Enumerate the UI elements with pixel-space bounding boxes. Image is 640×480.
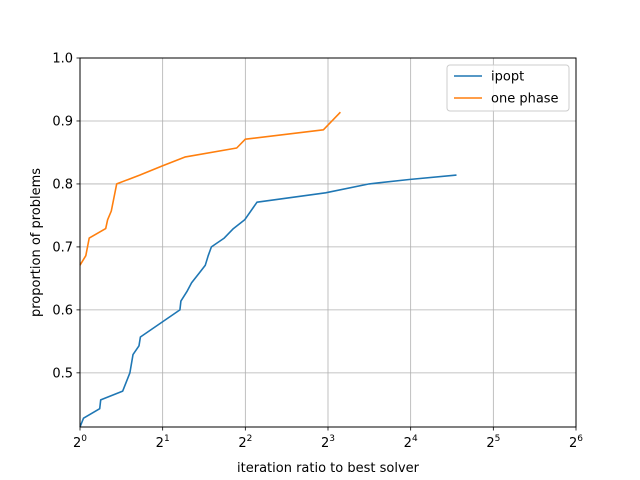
series-line-one-phase — [79, 111, 341, 266]
y-tick-label: 0.5 — [52, 366, 73, 381]
y-tick-label: 0.9 — [52, 114, 73, 129]
x-tick-exponent: 2 — [247, 434, 253, 444]
legend: ipopt one phase — [446, 64, 570, 112]
y-tick-label: 0.7 — [52, 240, 73, 255]
y-tick-label: 1.0 — [52, 52, 73, 67]
legend-label: ipopt — [491, 70, 524, 85]
grid — [79, 57, 577, 427]
y-axis-label: proportion of problems — [29, 168, 44, 317]
x-tick-exponent: 0 — [81, 434, 87, 444]
x-tick-exponent: 5 — [495, 434, 501, 444]
series-layer — [79, 111, 457, 428]
x-tick-exponent: 4 — [412, 434, 418, 444]
y-axis-ticks: 0.5 0.6 0.7 0.8 0.9 1.0 — [52, 52, 80, 381]
y-tick-label: 0.8 — [52, 177, 73, 192]
x-tick-exponent: 6 — [577, 434, 583, 444]
x-tick-exponent: 3 — [329, 434, 335, 444]
x-axis-label: iteration ratio to best solver — [237, 461, 420, 476]
y-tick-label: 0.6 — [52, 303, 73, 318]
series-line-ipopt — [79, 174, 457, 428]
x-tick-exponent: 1 — [164, 434, 170, 444]
legend-label: one phase — [491, 92, 559, 107]
